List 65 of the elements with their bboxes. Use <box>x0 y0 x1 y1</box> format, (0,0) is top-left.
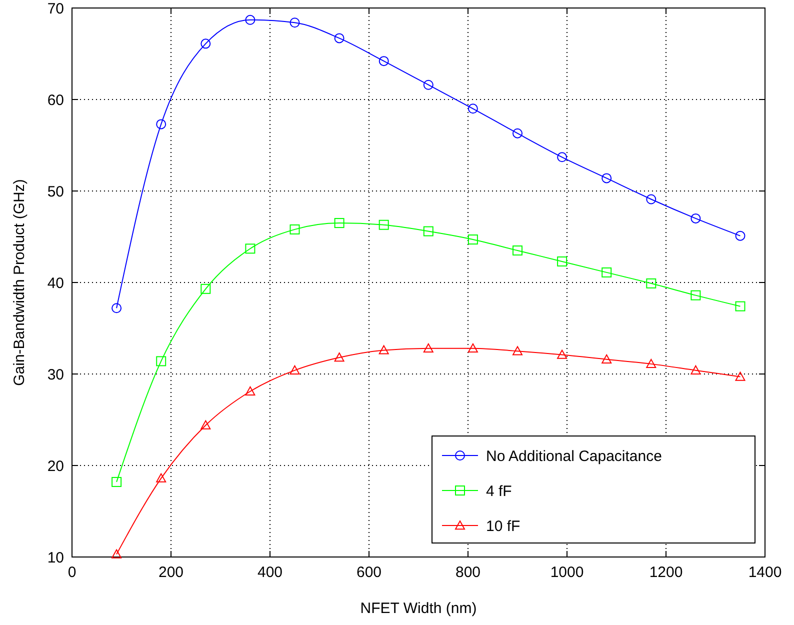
point <box>290 224 300 234</box>
point <box>646 358 656 368</box>
point <box>468 234 478 244</box>
point <box>602 267 612 278</box>
y-tick-label: 30 <box>47 366 64 384</box>
point <box>156 119 166 130</box>
legend-label: 10 fF <box>486 518 520 535</box>
point <box>512 245 522 256</box>
x-tick-label: 1400 <box>748 564 782 581</box>
x-tick-label: 0 <box>68 564 76 581</box>
point <box>735 301 746 312</box>
point <box>334 352 344 362</box>
x-tick-label: 200 <box>158 564 184 581</box>
point <box>334 218 344 228</box>
x-tick-label: 1000 <box>550 564 584 581</box>
point <box>245 244 256 254</box>
point <box>156 473 166 482</box>
point <box>290 365 300 374</box>
point <box>156 356 166 366</box>
point <box>112 303 122 314</box>
x-axis-title: NFET Width (nm) <box>360 600 477 617</box>
legend-label: 4 fF <box>486 482 512 500</box>
point <box>646 194 656 204</box>
y-tick-label: 60 <box>47 92 64 109</box>
point <box>646 278 656 288</box>
point <box>557 256 568 266</box>
point <box>512 346 522 356</box>
x-tick-label: 800 <box>455 564 481 581</box>
x-tick-label: 400 <box>257 564 283 581</box>
point <box>112 549 122 558</box>
point <box>690 290 701 300</box>
point <box>334 33 344 44</box>
x-tick-label: 600 <box>356 564 382 581</box>
point <box>468 104 478 114</box>
point <box>378 345 389 354</box>
y-tick-label: 50 <box>47 183 64 200</box>
point <box>690 213 701 224</box>
y-tick-label: 10 <box>47 549 64 566</box>
point <box>602 173 612 184</box>
point <box>735 230 746 241</box>
x-tick-label: 1200 <box>649 564 683 581</box>
point <box>735 372 746 381</box>
y-tick-label: 20 <box>47 458 64 475</box>
point <box>378 220 389 230</box>
point <box>557 350 568 359</box>
point <box>200 284 211 294</box>
point <box>200 420 211 430</box>
point <box>423 343 434 352</box>
point <box>423 226 434 236</box>
point <box>557 152 568 162</box>
point <box>200 38 211 49</box>
point <box>112 476 122 487</box>
point <box>690 365 701 374</box>
y-axis-title: Gain-Bandwidth Product (GHz) <box>11 179 28 386</box>
y-tick-label: 40 <box>47 274 64 292</box>
point <box>423 80 434 90</box>
point <box>290 18 300 28</box>
point <box>245 14 256 25</box>
legend-label: No Additional Capacitance <box>486 448 662 465</box>
point <box>245 386 256 396</box>
y-tick-label: 70 <box>47 0 64 18</box>
point <box>468 343 478 352</box>
point <box>512 128 522 138</box>
point <box>602 354 612 364</box>
point <box>378 56 389 66</box>
